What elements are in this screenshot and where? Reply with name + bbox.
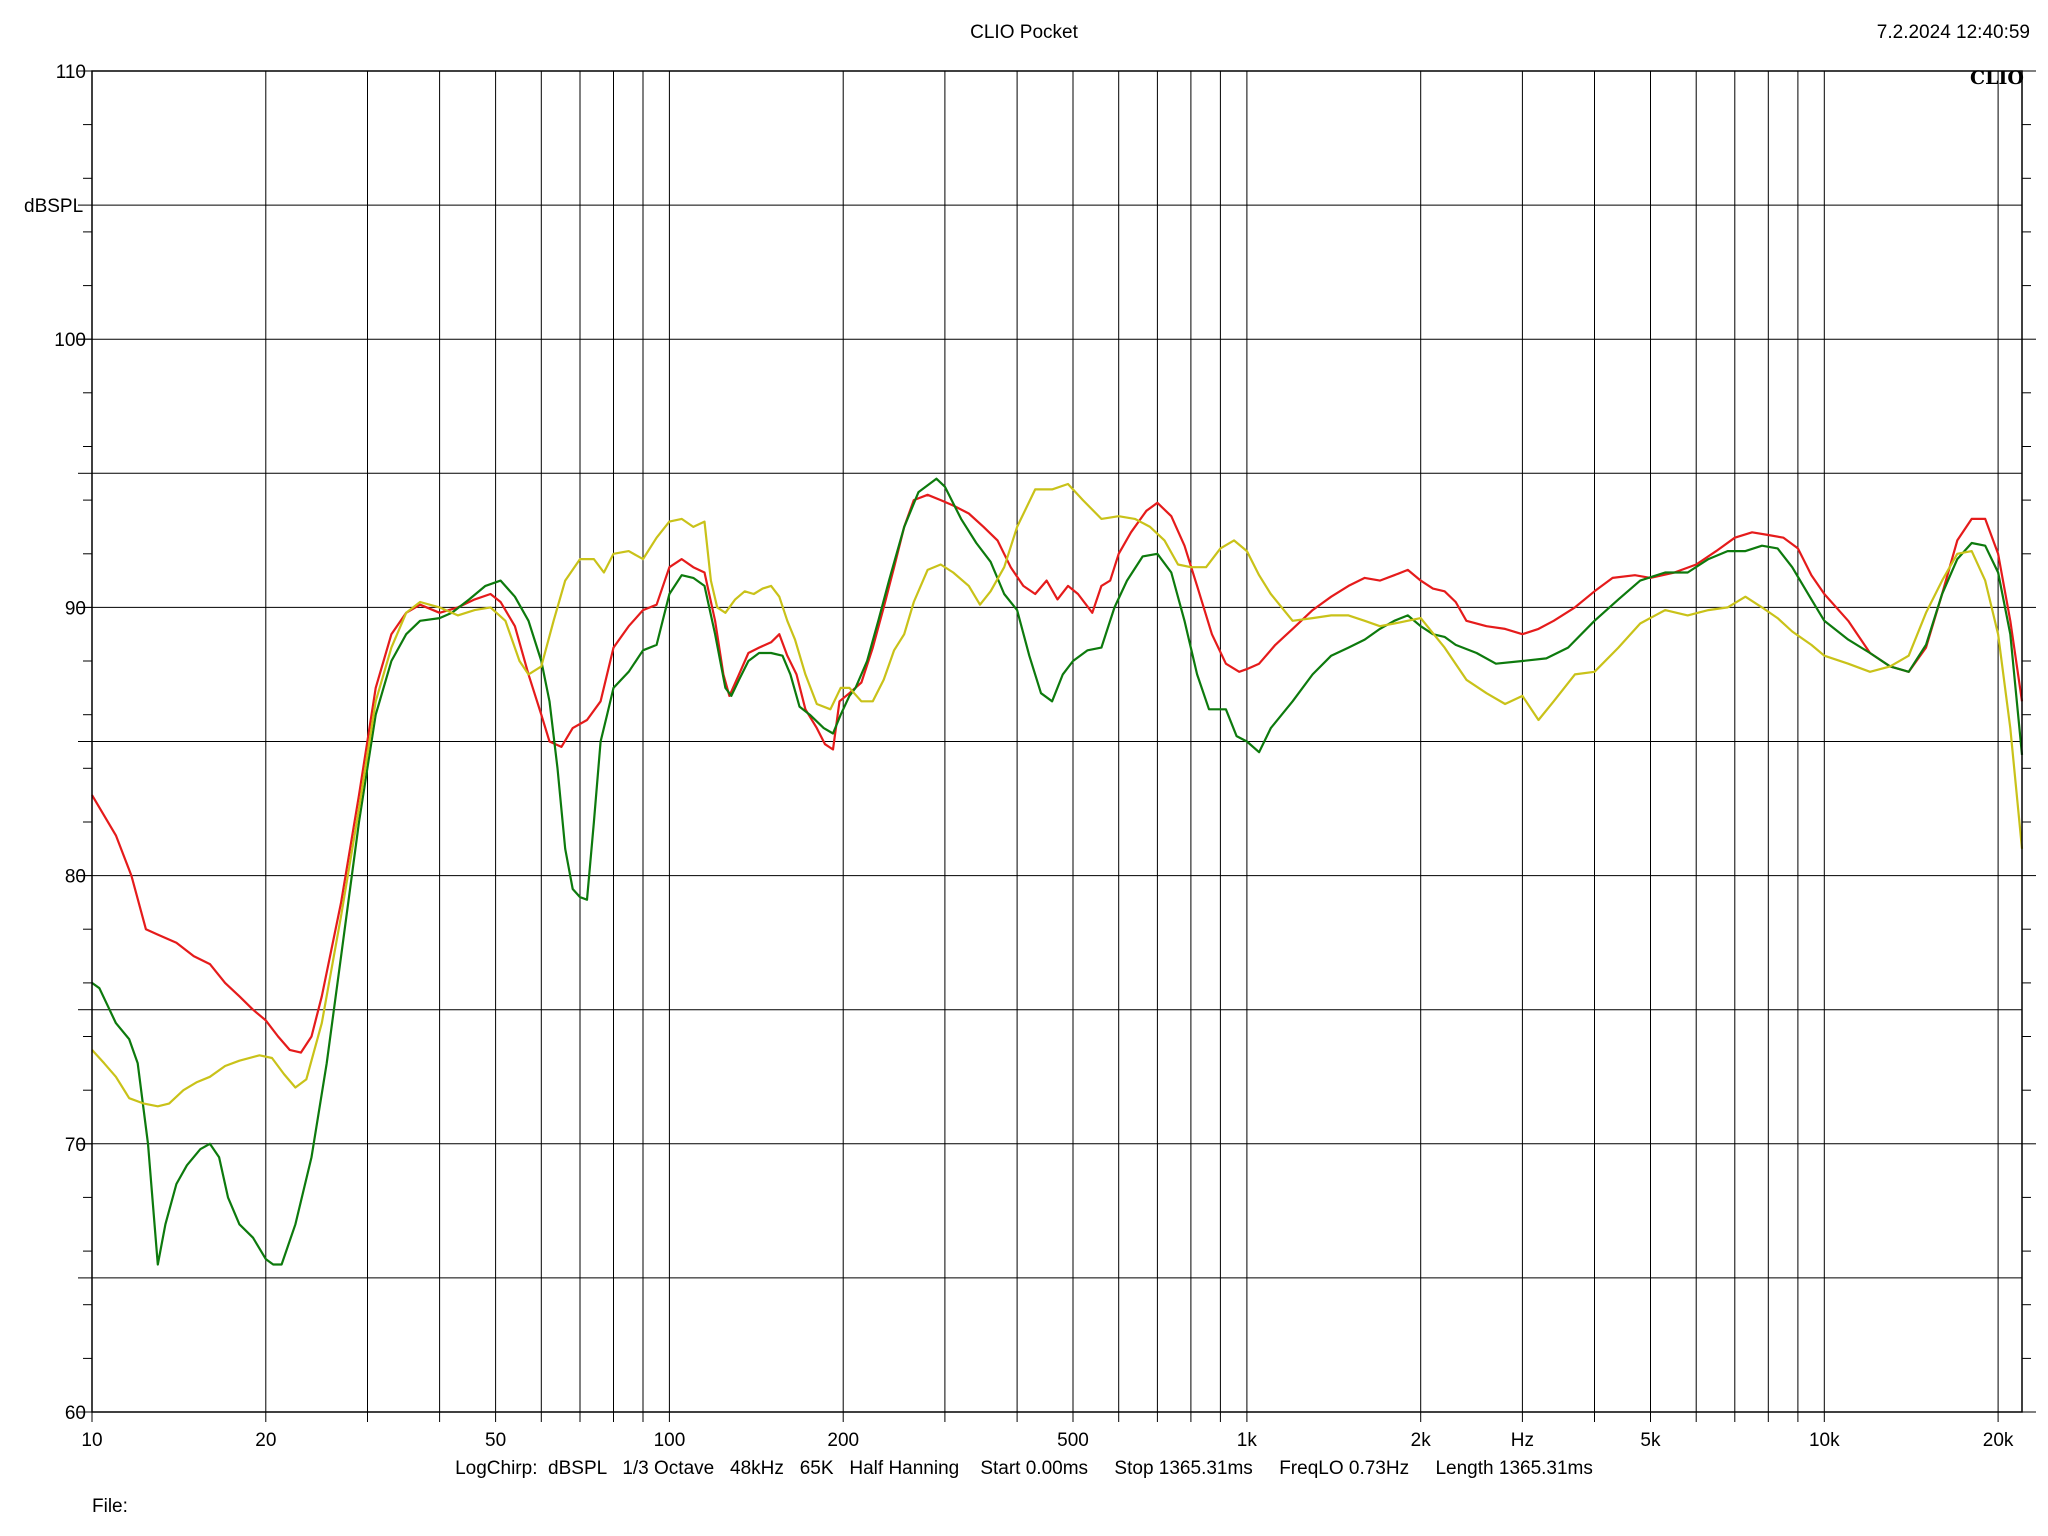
y-tick-label: 70 xyxy=(65,1135,86,1156)
series-line-3 xyxy=(91,482,2024,1108)
series-line-2 xyxy=(91,477,2024,1266)
x-tick-label: 50 xyxy=(485,1430,506,1451)
x-tick-label: 20k xyxy=(1983,1430,2014,1451)
y-tick-label: 80 xyxy=(65,867,86,888)
timestamp: 7.2.2024 12:40:59 xyxy=(1876,22,2030,43)
x-tick-label: 1k xyxy=(1237,1430,1258,1451)
y-axis-label: dBSPL xyxy=(24,196,83,217)
plot-border xyxy=(91,70,2023,1413)
chart-series xyxy=(91,477,2024,1266)
y-tick-label: 60 xyxy=(65,1403,86,1424)
x-tick-label: 5k xyxy=(1640,1430,1661,1451)
file-label: File: xyxy=(92,1496,128,1517)
x-tick-label: 500 xyxy=(1057,1430,1089,1451)
plot-frame xyxy=(78,70,2036,1422)
x-tick-label: 20 xyxy=(255,1430,276,1451)
x-tick-label: 10k xyxy=(1809,1430,1840,1451)
x-tick-label: 200 xyxy=(827,1430,859,1451)
y-tick-label: 90 xyxy=(65,598,86,619)
chart-grid xyxy=(92,71,2022,1412)
x-tick-label: 2k xyxy=(1411,1430,1432,1451)
clio-logo: CLIO xyxy=(1970,67,2024,89)
measurement-settings: LogChirp: dBSPL 1/3 Octave 48kHz 65K Hal… xyxy=(455,1458,1593,1479)
series-line-1 xyxy=(91,493,2024,1054)
chart-title: CLIO Pocket xyxy=(970,22,1078,43)
y-tick-label: 100 xyxy=(54,330,86,351)
tick-labels: 60 70 80 90 100 110 dBSPL 10 20 50 100 200 500 1k 2k 5k… xyxy=(24,62,2014,1451)
x-axis-label: Hz xyxy=(1511,1430,1534,1451)
y-tick-label: 110 xyxy=(56,62,86,83)
x-tick-label: 10 xyxy=(81,1430,102,1451)
x-tick-label: 100 xyxy=(654,1430,686,1451)
